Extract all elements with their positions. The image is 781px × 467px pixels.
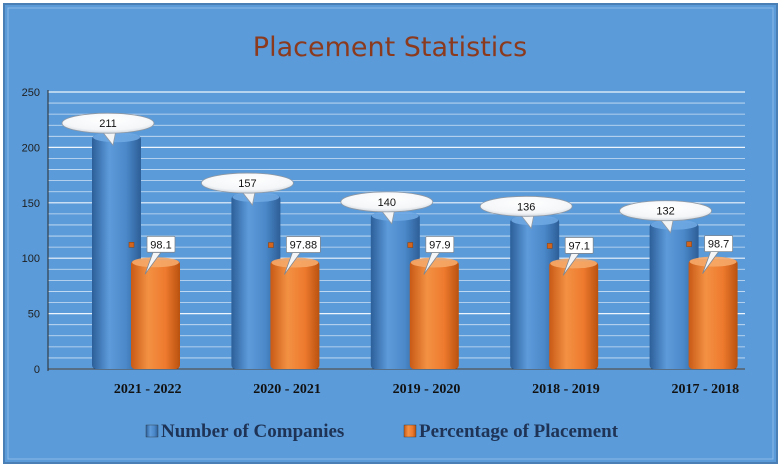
svg-text:97.88: 97.88 [290, 240, 318, 252]
svg-text:98.1: 98.1 [150, 239, 171, 251]
y-tick-label: 0 [34, 364, 40, 376]
percentage-bar [409, 257, 459, 369]
data-labels: 211 98.1 157 97.88 140 97.9 136 97.1 132 98.7 [61, 112, 733, 276]
x-tick-label: 2018 - 2019 [532, 382, 600, 397]
svg-text:136: 136 [517, 201, 535, 213]
percentage-marker [407, 242, 414, 248]
svg-text:140: 140 [378, 197, 396, 209]
companies-data-label: 136 [479, 195, 573, 230]
y-tick-label: 150 [22, 198, 40, 210]
y-tick-label: 200 [22, 142, 40, 154]
legend-label: Percentage of Placement [419, 421, 619, 442]
svg-text:211: 211 [99, 118, 117, 130]
x-tick-label: 2019 - 2020 [393, 382, 461, 397]
percentage-data-label: 97.1 [562, 237, 594, 276]
companies-data-label: 132 [619, 200, 712, 234]
legend-item-companies: Number of Companies [145, 421, 344, 442]
percentage-data-label: 97.88 [284, 236, 321, 275]
axes: 0 50 100 150 200 250 2021 - 2022 2020 - 2021 201… [22, 87, 745, 397]
legend-item-percentage: Percentage of Placement [403, 421, 619, 442]
x-tick-label: 2021 - 2022 [114, 382, 182, 397]
percentage-bar [549, 258, 599, 369]
legend: Number of Companies Percentage of Placeme… [145, 421, 619, 442]
companies-data-label: 140 [340, 191, 434, 225]
percentage-data-label: 98.7 [702, 235, 733, 274]
percentage-marker [128, 242, 135, 248]
legend-swatch [403, 424, 417, 438]
y-tick-label: 250 [22, 87, 40, 99]
chart-frame-inner [7, 7, 774, 460]
x-tick-label: 2017 - 2018 [671, 382, 739, 397]
bars [92, 132, 738, 369]
svg-text:132: 132 [656, 206, 674, 218]
x-tick-label: 2020 - 2021 [253, 382, 321, 397]
percentage-marker [546, 243, 553, 249]
percentage-marker [686, 241, 692, 247]
chart-title: Placement Statistics [253, 32, 527, 63]
legend-swatch [145, 424, 159, 438]
percentage-marker [268, 242, 274, 248]
svg-text:157: 157 [238, 178, 256, 190]
svg-text:97.9: 97.9 [429, 240, 450, 252]
legend-label: Number of Companies [161, 421, 344, 442]
svg-text:97.1: 97.1 [568, 240, 589, 252]
percentage-bar [688, 256, 738, 369]
y-tick-label: 50 [28, 309, 40, 321]
companies-data-label: 211 [61, 112, 155, 147]
y-tick-label: 100 [22, 253, 40, 265]
svg-text:98.7: 98.7 [708, 239, 729, 251]
companies-data-label: 157 [200, 172, 294, 206]
percentage-data-label: 98.1 [144, 235, 176, 275]
percentage-bar [270, 257, 320, 369]
percentage-bar [131, 257, 180, 369]
percentage-data-label: 97.9 [423, 236, 455, 275]
